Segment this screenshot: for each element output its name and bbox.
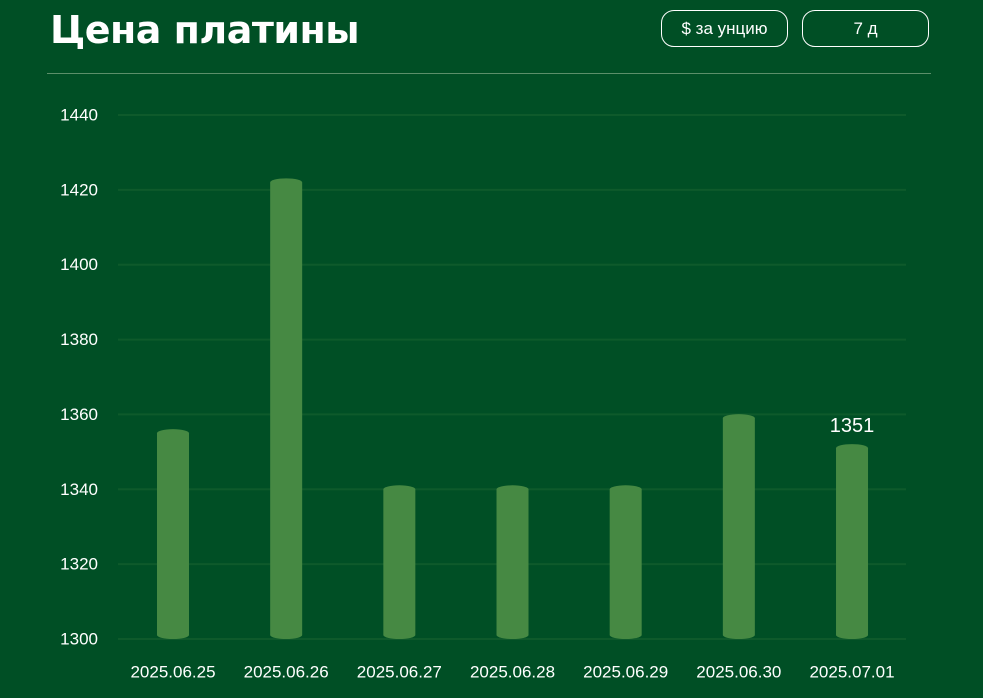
x-tick-label: 2025.06.28 [470,663,555,682]
bar [722,414,755,639]
y-tick-label: 1300 [60,630,98,649]
bar [836,444,869,639]
y-axis-ticks: 1300 1320 1340 1360 1380 1400 1420 1440 [60,106,98,649]
x-tick-label: 2025.06.27 [357,663,442,682]
y-tick-label: 1340 [60,480,98,499]
y-tick-label: 1320 [60,555,98,574]
header-divider [47,73,931,74]
y-tick-label: 1360 [60,405,98,424]
gridlines [118,114,906,640]
y-tick-label: 1420 [60,180,98,199]
y-tick-label: 1400 [60,255,98,274]
time-range-button[interactable]: 7 д [802,10,929,47]
y-tick-label: 1440 [60,106,98,125]
x-tick-label: 2025.06.26 [244,663,329,682]
x-tick-label: 2025.07.01 [809,663,894,682]
page-title: Цена платины [50,8,360,52]
bars [157,178,869,639]
x-tick-label: 2025.06.25 [130,663,215,682]
unit-selector-button[interactable]: $ за унцию [661,10,788,47]
x-tick-label: 2025.06.29 [583,663,668,682]
annotations: 1351 [830,415,875,437]
bar [157,429,189,639]
data-label: 1351 [830,415,875,437]
x-axis-ticks: 2025.06.25 2025.06.26 2025.06.27 2025.06.28… [130,663,894,682]
bar [383,485,416,639]
bar [609,485,642,639]
bar [496,485,529,639]
x-tick-label: 2025.06.30 [696,663,781,682]
bar [270,178,303,639]
y-tick-label: 1380 [60,330,98,349]
